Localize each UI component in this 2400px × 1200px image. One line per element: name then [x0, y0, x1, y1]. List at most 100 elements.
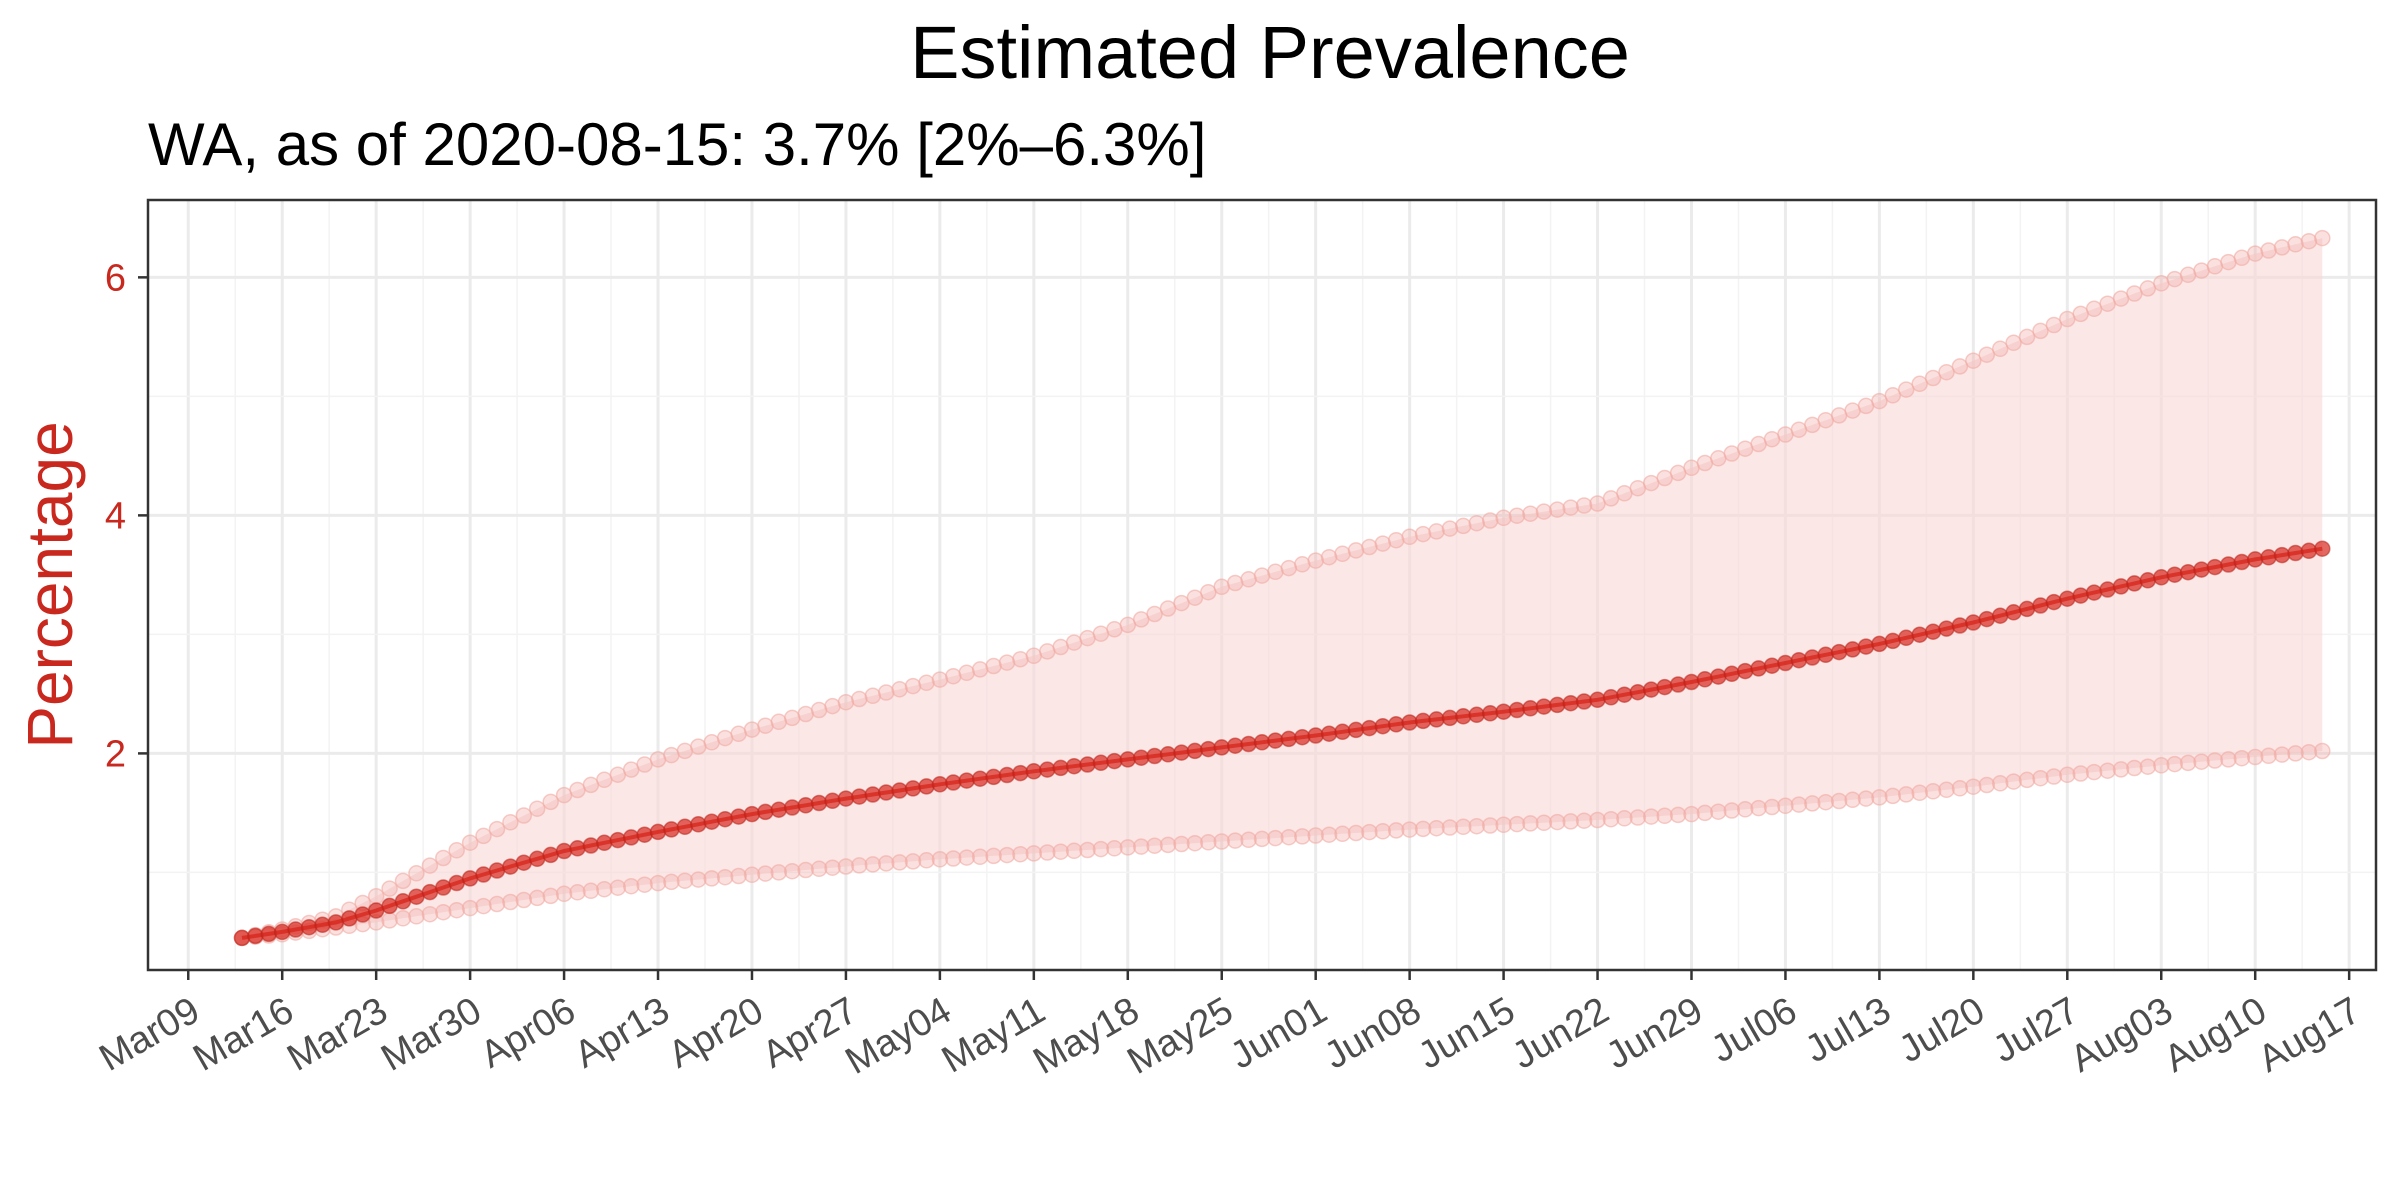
estimate-point [1630, 685, 1645, 700]
upper-point [1469, 516, 1484, 531]
estimate-point [2234, 555, 2249, 570]
upper-point [946, 669, 961, 684]
chart-title: Estimated Prevalence [910, 11, 1630, 94]
lower-point [1402, 822, 1417, 837]
estimate-point [2154, 570, 2169, 585]
estimate-point [1536, 699, 1551, 714]
y-tick-label: 2 [105, 733, 126, 775]
estimate-point [879, 785, 894, 800]
upper-point [771, 714, 786, 729]
estimate-point [1751, 661, 1766, 676]
estimate-point [1993, 608, 2008, 623]
estimate-point [1496, 704, 1511, 719]
estimate-point [2301, 543, 2316, 558]
estimate-point [1241, 737, 1256, 752]
estimate-point [1899, 630, 1914, 645]
estimate-point [463, 871, 478, 886]
lower-point [1523, 816, 1538, 831]
lower-point [2073, 766, 2088, 781]
lower-point [2020, 772, 2035, 787]
estimate-point [2114, 579, 2129, 594]
estimate-point [1617, 687, 1632, 702]
estimate-point [691, 817, 706, 832]
estimate-point [1389, 717, 1404, 732]
lower-point [906, 854, 921, 869]
estimate-point [1416, 713, 1431, 728]
lower-point [1026, 846, 1041, 861]
lower-point [1093, 842, 1108, 857]
lower-point [1872, 790, 1887, 805]
estimate-point [2315, 541, 2330, 556]
upper-point [1268, 564, 1283, 579]
upper-point [906, 679, 921, 694]
lower-point [436, 905, 451, 920]
estimate-point [651, 824, 666, 839]
upper-point [1255, 568, 1270, 583]
lower-point [463, 901, 478, 916]
upper-point [2140, 281, 2155, 296]
estimate-point [1013, 766, 1028, 781]
estimate-point [1939, 621, 1954, 636]
lower-point [2315, 744, 2330, 759]
estimate-point [1885, 633, 1900, 648]
estimate-point [731, 809, 746, 824]
estimate-point [1134, 750, 1149, 765]
estimate-point [1469, 707, 1484, 722]
upper-point [986, 659, 1001, 674]
estimate-point [2167, 567, 2182, 582]
estimate-point [1818, 647, 1833, 662]
estimate-point [2033, 598, 2048, 613]
estimate-point [1295, 730, 1310, 745]
upper-point [2207, 259, 2222, 274]
upper-point [1295, 557, 1310, 572]
estimate-point [610, 833, 625, 848]
estimate-point [1375, 719, 1390, 734]
estimate-point [919, 779, 934, 794]
estimate-point [1952, 618, 1967, 633]
lower-point [422, 907, 437, 922]
upper-point [758, 718, 773, 733]
upper-point [1429, 524, 1444, 539]
estimate-point [704, 814, 719, 829]
estimate-point [718, 812, 733, 827]
estimate-point [1053, 760, 1068, 775]
upper-point [1899, 382, 1914, 397]
estimate-point [906, 781, 921, 796]
lower-point [1590, 813, 1605, 828]
estimate-point [2100, 582, 2115, 597]
estimate-point [315, 917, 330, 932]
lower-point [2127, 761, 2142, 776]
lower-point [624, 879, 639, 894]
lower-point [1926, 784, 1941, 799]
estimate-point [342, 911, 357, 926]
upper-point [785, 710, 800, 725]
estimate-point [1778, 656, 1793, 671]
y-tick-label: 4 [105, 495, 126, 537]
upper-point [382, 881, 397, 896]
estimate-point [973, 771, 988, 786]
upper-point [1442, 521, 1457, 536]
upper-point [1362, 540, 1377, 555]
estimate-point [2127, 576, 2142, 591]
y-axis-label: Percentage [14, 421, 86, 748]
estimate-point [1966, 615, 1981, 630]
estimate-point [1080, 757, 1095, 772]
estimate-point [745, 807, 760, 822]
lower-point [449, 903, 464, 918]
upper-point [718, 731, 733, 746]
lower-point [1899, 787, 1914, 802]
upper-point [1093, 626, 1108, 641]
lower-point [1832, 794, 1847, 809]
estimate-point [288, 922, 303, 937]
estimate-point [1483, 706, 1498, 721]
lower-point [583, 883, 598, 898]
estimate-point [570, 841, 585, 856]
estimate-point [1067, 759, 1082, 774]
lower-point [476, 899, 491, 914]
estimate-point [677, 819, 692, 834]
estimate-point [1510, 703, 1525, 718]
upper-point [1536, 504, 1551, 519]
upper-point [1026, 648, 1041, 663]
